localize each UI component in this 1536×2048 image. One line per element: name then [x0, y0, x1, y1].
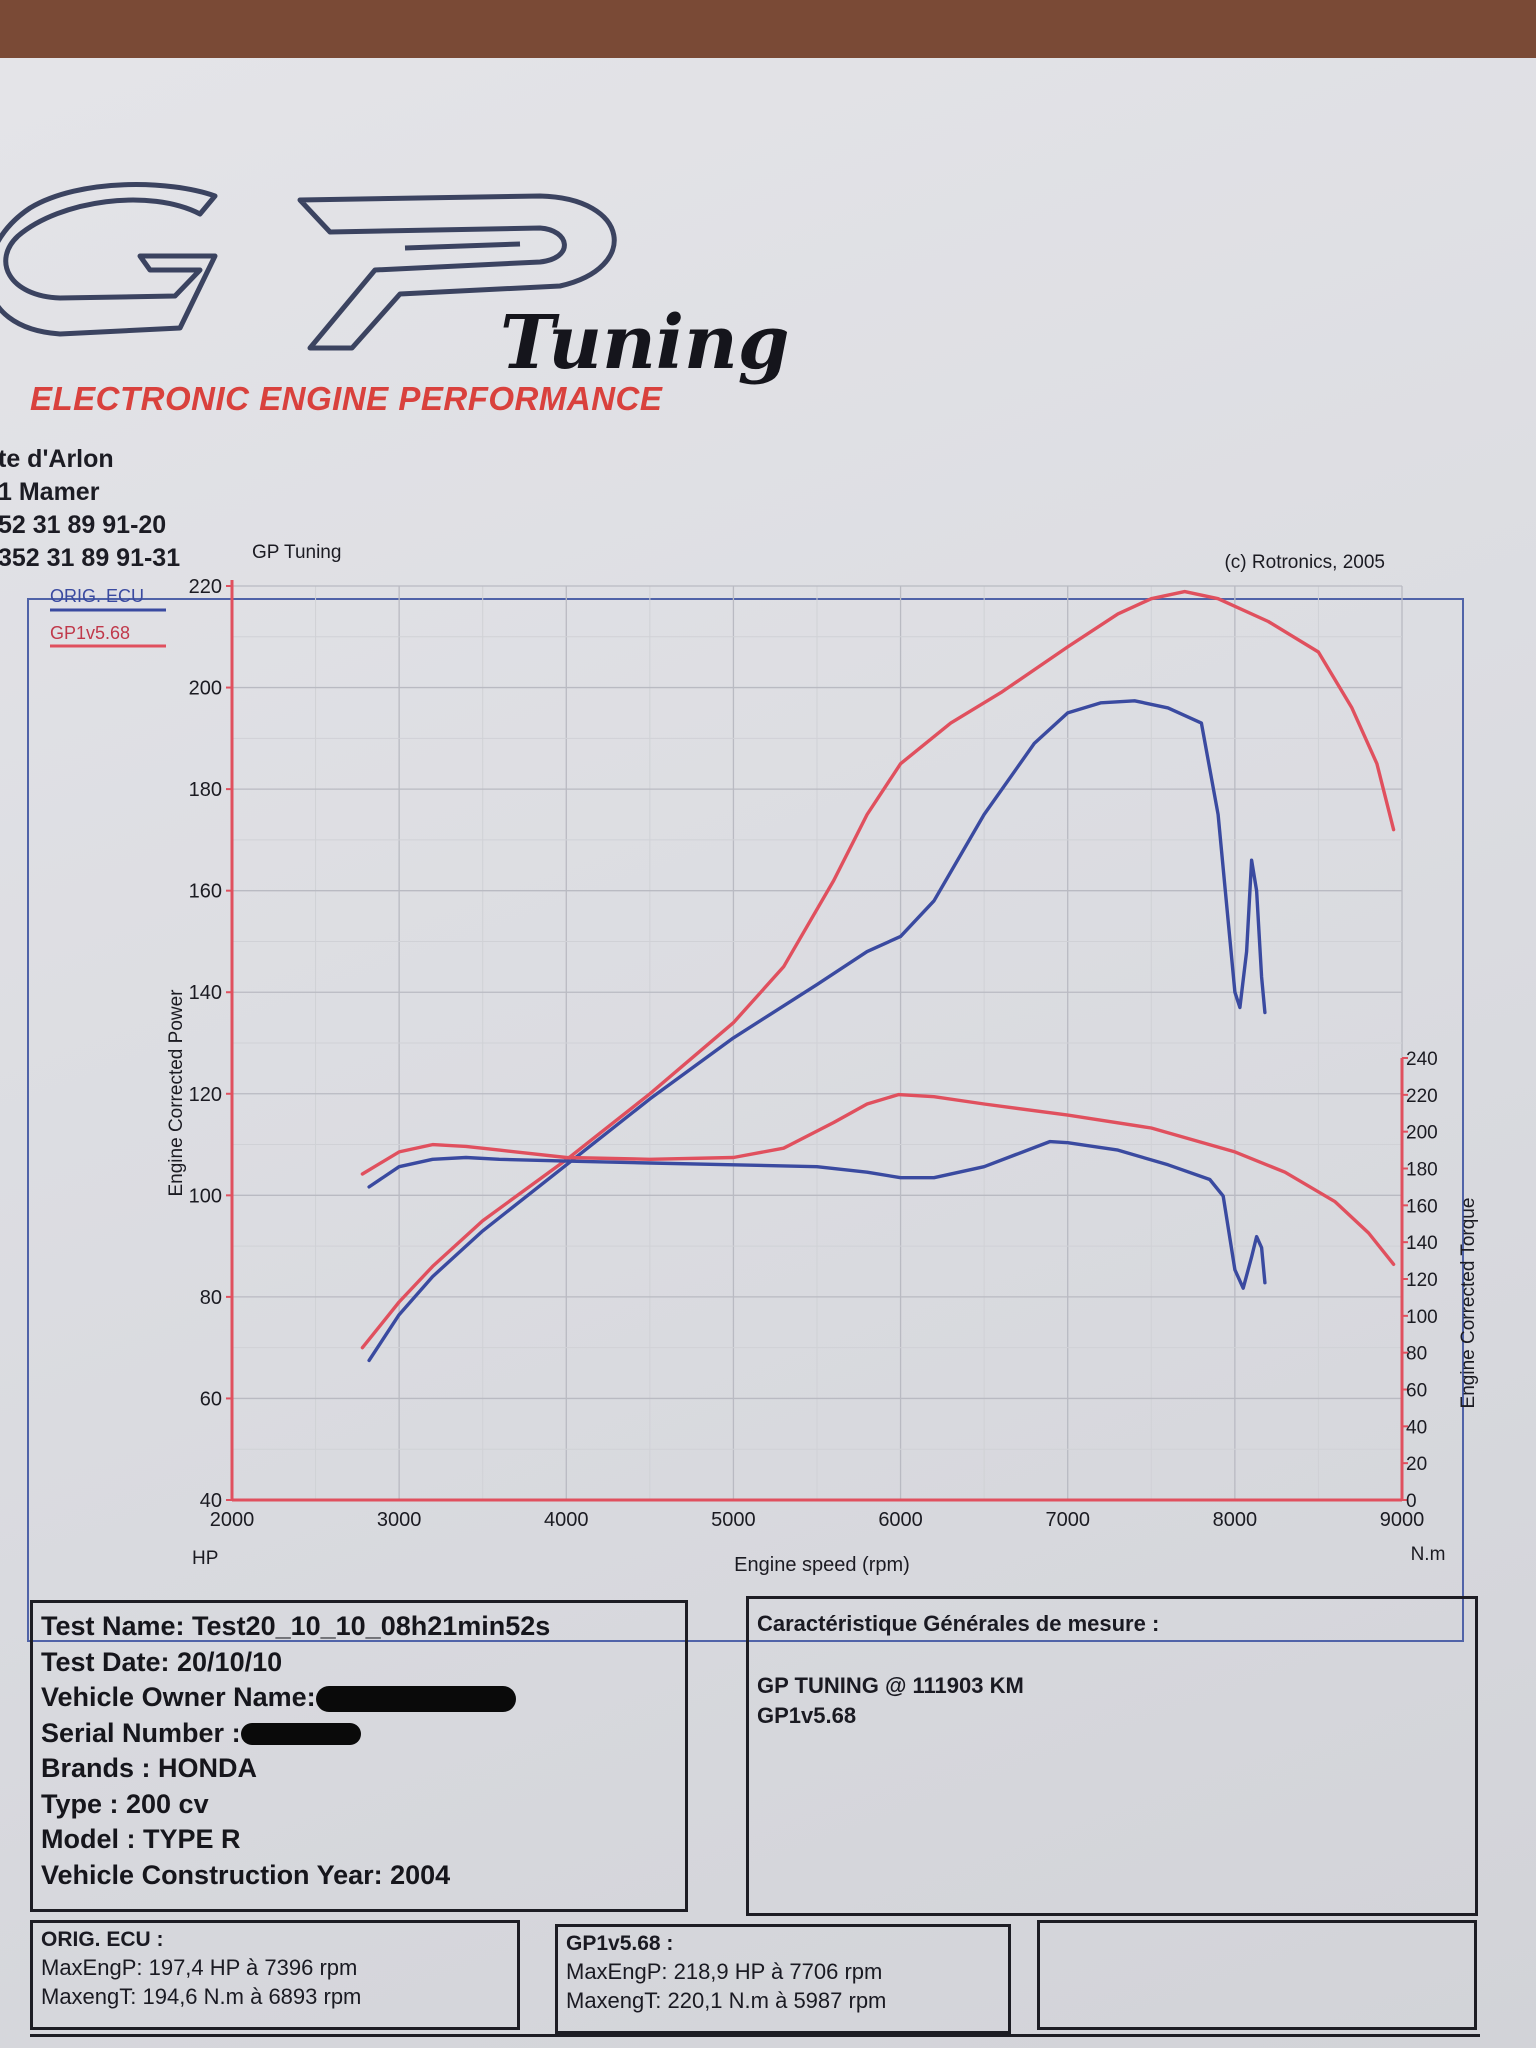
result-box-orig: ORIG. ECU : MaxEngP: 197,4 HP à 7396 rpm… [30, 1920, 520, 2030]
x-tick-label: 2000 [210, 1509, 255, 1531]
y-right-tick-label: 200 [1406, 1123, 1438, 1144]
model-row: Model : TYPE R [41, 1824, 241, 1854]
phone-line: 52 31 89 91-20 [0, 511, 167, 539]
result-torque-orig: MaxengT: 194,6 N.m à 6893 rpm [41, 1984, 362, 2009]
result-box-empty [1037, 1920, 1477, 2030]
x-unit-right: N.m [1411, 1544, 1446, 1565]
gp-tuning-logo: Tuning [0, 182, 790, 386]
measurement-version: GP1v5.68 [757, 1703, 857, 1728]
series-line-orig-power [367, 699, 1267, 1363]
type-row: Type : 200 cv [41, 1788, 209, 1819]
address-block: te d'Arlon 1 Mamer 52 31 89 91-20 352 31… [0, 443, 180, 575]
test-name: Test Name: Test20_10_10_08h21min52s [41, 1611, 551, 1641]
y-right-tick-label: 120 [1406, 1270, 1438, 1291]
measurement-title: Caractéristique Générales de mesure : [757, 1611, 1160, 1636]
x-tick-label: 5000 [711, 1509, 756, 1531]
result-torque-gp: MaxengT: 220,1 N.m à 5987 rpm [566, 1988, 887, 2013]
brand-row: Brands : HONDA [41, 1753, 258, 1783]
y-left-tick-label: 160 [189, 881, 222, 903]
address-line: te d'Arlon [0, 445, 114, 473]
bottom-rule [30, 2034, 1480, 2037]
series-line-gp-power [360, 589, 1396, 1350]
result-power-orig: MaxEngP: 197,4 HP à 7396 rpm [41, 1955, 358, 1980]
chart-series [360, 589, 1396, 1363]
series-line-gp-torque [360, 1092, 1396, 1267]
owner-row: Vehicle Owner Name: [41, 1680, 685, 1716]
logo-word: Tuning [500, 300, 790, 386]
x-tick-label: 7000 [1045, 1509, 1090, 1531]
test-date: Test Date: 20/10/10 [41, 1646, 283, 1677]
redacted-owner [315, 1685, 516, 1712]
paper-sheet: Tuning ELECTRONIC ENGINE PERFORMANCE te … [0, 58, 1536, 2048]
chart-axes: 2000 3000 4000 5000 6000 7000 8000 900040608010… [189, 576, 1438, 1531]
y-left-tick-label: 220 [189, 576, 222, 598]
y-right-tick-label: 240 [1406, 1049, 1438, 1070]
y-left-tick-label: 80 [200, 1287, 222, 1309]
dyno-chart-frame [27, 598, 1464, 1642]
x-tick-label: 3000 [377, 1509, 422, 1531]
x-tick-label: 4000 [544, 1509, 589, 1531]
y-right-tick-label: 20 [1406, 1454, 1427, 1475]
y-left-tick-label: 140 [189, 982, 222, 1004]
result-title-orig: ORIG. ECU : [41, 1928, 164, 1951]
y-right-tick-label: 40 [1406, 1417, 1427, 1438]
dyno-chart: 2000 3000 4000 5000 6000 7000 8000 900040608010… [50, 542, 1479, 1576]
y-left-tick-label: 180 [189, 779, 222, 801]
y-left-tick-label: 100 [189, 1185, 222, 1207]
y-right-tick-label: 180 [1406, 1160, 1438, 1181]
legend-entry-gp: GP1v5.68 [50, 623, 130, 643]
series-line-orig-torque [367, 1139, 1267, 1290]
measurement-info-box: Caractéristique Générales de mesure : GP… [746, 1596, 1478, 1916]
y-right-tick-label: 220 [1406, 1086, 1438, 1107]
y-left-tick-label: 40 [200, 1490, 222, 1512]
legend-entry-orig: ORIG. ECU [50, 586, 144, 606]
chart-labels: GP Tuning (c) Rotronics, 2005 Engine spe… [166, 542, 1479, 1576]
fax-line: 352 31 89 91-31 [0, 544, 181, 572]
y-right-tick-label: 60 [1406, 1381, 1427, 1402]
brand-tagline: ELECTRONIC ENGINE PERFORMANCE [30, 380, 663, 417]
result-box-gp: GP1v5.68 : MaxEngP: 218,9 HP à 7706 rpm … [555, 1924, 1011, 2034]
x-tick-label: 8000 [1213, 1509, 1258, 1531]
serial-row: Serial Number : [41, 1716, 685, 1752]
test-info-box: Test Name: Test20_10_10_08h21min52s Test… [30, 1600, 688, 1912]
serial-label: Serial Number : [41, 1717, 241, 1748]
result-title-gp: GP1v5.68 : [566, 1932, 674, 1955]
y-right-tick-label: 100 [1406, 1307, 1438, 1328]
y-right-tick-label: 80 [1406, 1344, 1427, 1365]
x-axis-label: Engine speed (rpm) [734, 1554, 910, 1576]
measurement-line: GP TUNING @ 111903 KM [757, 1673, 1024, 1698]
x-tick-label: 6000 [878, 1509, 923, 1531]
chart-grid [232, 585, 1403, 1501]
y-left-tick-label: 60 [200, 1388, 222, 1410]
result-power-gp: MaxEngP: 218,9 HP à 7706 rpm [566, 1959, 883, 1984]
y-left-tick-label: 200 [189, 678, 222, 700]
x-tick-label: 9000 [1380, 1509, 1425, 1531]
chart-copyright: (c) Rotronics, 2005 [1224, 552, 1385, 573]
address-line: 1 Mamer [0, 478, 100, 506]
y-right-tick-label: 0 [1406, 1491, 1417, 1512]
y-right-tick-label: 140 [1406, 1233, 1438, 1254]
year-row: Vehicle Construction Year: 2004 [41, 1859, 451, 1890]
chart-legend: ORIG. ECU GP1v5.68 [50, 586, 166, 648]
y-axis-right-label: Engine Corrected Torque [1458, 1198, 1479, 1409]
x-unit-left: HP [192, 1548, 218, 1569]
y-right-tick-label: 160 [1406, 1196, 1438, 1217]
chart-title: GP Tuning [252, 542, 341, 563]
owner-label: Vehicle Owner Name: [41, 1682, 316, 1712]
gp-logo-outline-icon [0, 182, 617, 351]
y-axis-left-label: Engine Corrected Power [166, 989, 187, 1197]
redacted-serial [240, 1723, 361, 1746]
y-left-tick-label: 120 [189, 1084, 222, 1106]
